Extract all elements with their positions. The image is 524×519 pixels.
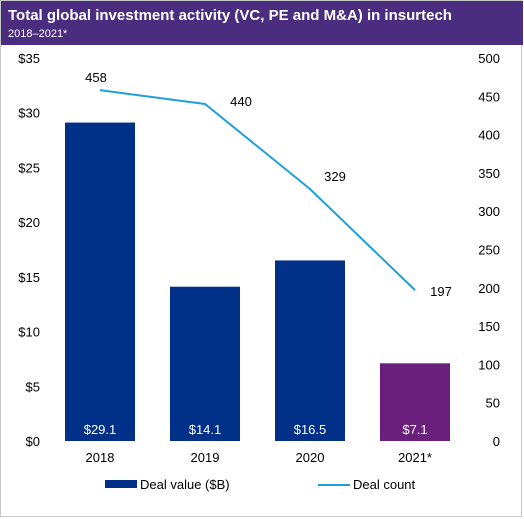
bar-data-label: $7.1 [402, 422, 427, 437]
bar-data-label: $16.5 [294, 422, 327, 437]
chart-subtitle: 2018–2021* [8, 28, 68, 40]
bar-data-label: $14.1 [189, 422, 222, 437]
chart-title: Total global investment activity (VC, PE… [8, 7, 452, 24]
right-axis-tick-label: 50 [486, 396, 500, 411]
chart-header: Total global investment activity (VC, PE… [1, 1, 523, 45]
right-axis-tick-label: 100 [478, 357, 500, 372]
x-axis-tick-label: 2019 [191, 450, 220, 465]
line-data-label: 197 [430, 284, 452, 299]
right-axis-tick-label: 450 [478, 89, 500, 104]
line-data-label: 458 [85, 70, 107, 85]
right-axis-tick-label: 300 [478, 204, 500, 219]
bar [275, 260, 345, 441]
right-axis-tick-label: 200 [478, 281, 500, 296]
bar-data-label: $29.1 [84, 422, 117, 437]
right-axis-tick-label: 350 [478, 166, 500, 181]
x-axis-tick-label: 2021* [398, 450, 432, 465]
left-axis-tick-label: $15 [18, 270, 40, 285]
right-axis-tick-label: 400 [478, 128, 500, 143]
right-axis-tick-label: 0 [493, 434, 500, 449]
right-axis-tick-label: 500 [478, 51, 500, 66]
bar [170, 286, 240, 441]
bar [380, 363, 450, 441]
left-axis-tick-label: $35 [18, 51, 40, 66]
legend-label-line: Deal count [353, 477, 416, 492]
legend-swatch-bar [105, 480, 137, 488]
left-axis-tick-label: $30 [18, 106, 40, 121]
left-axis-tick-label: $20 [18, 215, 40, 230]
right-axis-tick-label: 250 [478, 243, 500, 258]
left-axis-tick-label: $5 [26, 379, 40, 394]
x-axis-tick-label: 2020 [296, 450, 325, 465]
deal-count-line [99, 89, 416, 291]
bar [65, 122, 135, 441]
right-axis-tick-label: 150 [478, 319, 500, 334]
left-axis-tick-label: $0 [26, 434, 40, 449]
line-data-label: 329 [324, 169, 346, 184]
legend-label-bar: Deal value ($B) [140, 477, 230, 492]
left-axis-tick-label: $25 [18, 160, 40, 175]
left-axis-tick-label: $10 [18, 325, 40, 340]
line-data-label: 440 [230, 94, 252, 109]
x-axis-tick-label: 2018 [86, 450, 115, 465]
